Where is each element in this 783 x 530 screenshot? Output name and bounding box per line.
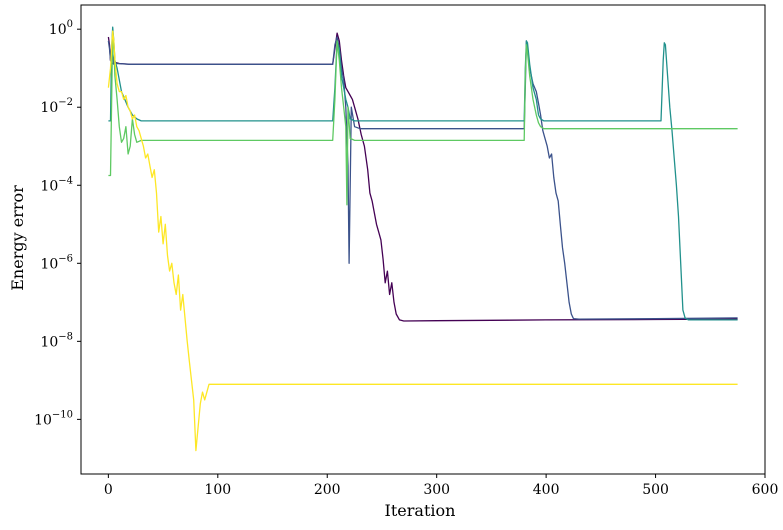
y-axis-ticks: 100 10−2 10−4 10−6 10−8 10−10 <box>34 19 81 428</box>
x-tick-label: 400 <box>533 482 560 498</box>
series-line-4 <box>108 30 738 206</box>
y-axis-label: Energy error <box>8 185 27 291</box>
x-tick-label: 0 <box>104 482 113 498</box>
series-line-5 <box>107 30 738 452</box>
plot-frame <box>80 4 766 475</box>
y-tick-label: 10−4 <box>40 175 73 194</box>
x-tick-label: 200 <box>314 482 341 498</box>
x-axis-ticks: 0 100 200 300 400 500 600 <box>104 474 778 498</box>
y-tick-label: 10−10 <box>34 409 73 428</box>
x-tick-label: 600 <box>752 482 779 498</box>
y-tick-label: 10−8 <box>40 331 73 350</box>
y-tick-label: 100 <box>49 19 73 38</box>
x-tick-label: 300 <box>423 482 450 498</box>
series-group <box>107 26 738 452</box>
y-tick-label: 10−6 <box>40 253 73 272</box>
x-tick-label: 100 <box>204 482 231 498</box>
x-axis-label: Iteration <box>385 501 456 520</box>
x-tick-label: 500 <box>642 482 669 498</box>
y-tick-label: 10−2 <box>40 97 73 116</box>
